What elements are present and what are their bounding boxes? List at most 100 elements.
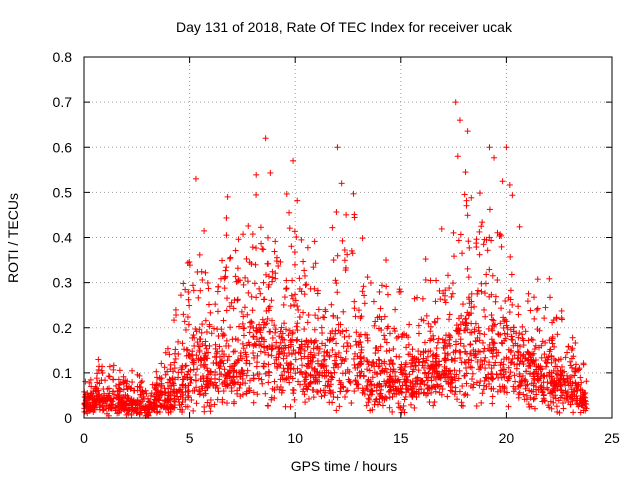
data-point — [110, 366, 117, 373]
data-point — [449, 384, 456, 391]
data-point — [403, 373, 410, 380]
data-point — [325, 369, 332, 376]
data-point — [481, 290, 488, 297]
data-point — [355, 307, 362, 314]
data-point — [378, 368, 385, 375]
data-point — [446, 285, 453, 292]
data-point — [534, 376, 541, 383]
data-point — [124, 393, 131, 400]
data-point — [429, 369, 436, 376]
data-point — [185, 288, 192, 295]
data-point — [359, 235, 366, 242]
data-point — [549, 333, 556, 340]
data-point — [286, 209, 293, 216]
data-point — [464, 309, 471, 316]
x-tick-label: 0 — [80, 430, 88, 446]
data-point — [411, 404, 418, 411]
data-point — [207, 408, 214, 415]
data-point — [548, 337, 555, 344]
data-point — [306, 381, 313, 388]
data-point — [341, 333, 348, 340]
data-point — [315, 350, 322, 357]
data-point — [451, 373, 458, 380]
data-point — [198, 268, 205, 275]
data-point — [531, 315, 538, 322]
data-point — [192, 371, 199, 378]
data-point — [190, 407, 197, 414]
data-point — [219, 357, 226, 364]
data-point — [216, 353, 223, 360]
data-point — [492, 293, 499, 300]
axis-ticks — [83, 56, 613, 419]
data-point — [551, 343, 558, 350]
data-point — [451, 253, 458, 260]
data-point — [393, 334, 400, 341]
data-point — [381, 313, 388, 320]
data-point — [489, 350, 496, 357]
data-point — [476, 382, 483, 389]
data-point — [474, 290, 481, 297]
data-point — [103, 410, 110, 417]
data-point — [132, 405, 139, 412]
data-point — [142, 404, 149, 411]
data-point — [430, 383, 437, 390]
data-point — [421, 389, 428, 396]
data-point — [407, 401, 414, 408]
data-point — [462, 169, 469, 176]
data-point — [283, 190, 290, 197]
data-point — [341, 247, 348, 254]
data-point — [124, 378, 131, 385]
data-point — [459, 402, 466, 409]
data-point — [283, 285, 290, 292]
data-point — [250, 399, 257, 406]
data-point — [333, 280, 340, 287]
data-point — [544, 384, 551, 391]
data-point — [447, 387, 454, 394]
data-point — [554, 331, 561, 338]
data-point — [412, 362, 419, 369]
data-point — [446, 373, 453, 380]
data-point — [302, 373, 309, 380]
data-point — [498, 367, 505, 374]
data-point — [463, 319, 470, 326]
data-point — [405, 341, 412, 348]
data-point — [493, 352, 500, 359]
data-point — [469, 370, 476, 377]
data-point — [288, 292, 295, 299]
data-point — [204, 375, 211, 382]
data-point — [95, 387, 102, 394]
data-point — [239, 355, 246, 362]
data-point — [198, 383, 205, 390]
data-point — [294, 303, 301, 310]
data-point — [265, 361, 272, 368]
data-point — [424, 382, 431, 389]
data-point — [204, 279, 211, 286]
data-point — [325, 378, 332, 385]
data-point — [123, 383, 130, 390]
data-point — [427, 323, 434, 330]
y-tick-label: 0.2 — [53, 320, 73, 336]
data-point — [197, 362, 204, 369]
data-point — [175, 374, 182, 381]
data-point — [358, 349, 365, 356]
data-point — [575, 403, 582, 410]
x-tick-label: 25 — [604, 430, 620, 446]
data-point — [140, 393, 147, 400]
data-point — [320, 387, 327, 394]
data-point — [161, 364, 168, 371]
data-point — [463, 380, 470, 387]
data-point — [376, 313, 383, 320]
data-point — [569, 334, 576, 341]
data-point — [222, 383, 229, 390]
data-point — [180, 311, 187, 318]
data-point — [292, 370, 299, 377]
data-point — [463, 202, 470, 209]
data-point — [489, 327, 496, 334]
data-point — [331, 369, 338, 376]
data-point — [353, 329, 360, 336]
data-point — [250, 333, 257, 340]
data-point — [439, 385, 446, 392]
data-point — [264, 234, 271, 241]
data-point — [568, 355, 575, 362]
data-point — [391, 390, 398, 397]
